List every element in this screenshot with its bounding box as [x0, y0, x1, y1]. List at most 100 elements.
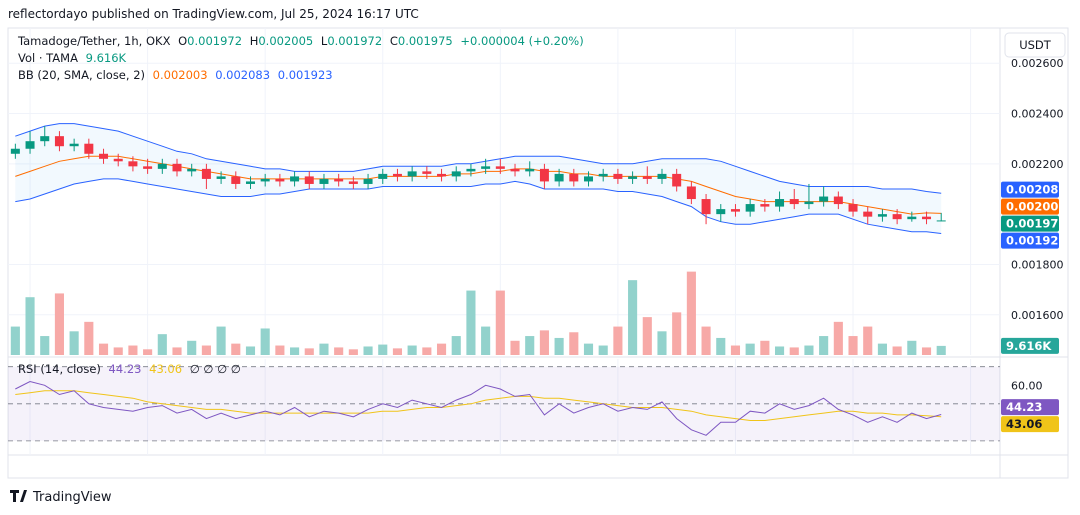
volume-bar	[451, 336, 461, 355]
candle-body	[642, 176, 652, 179]
currency-button[interactable]	[1004, 32, 1066, 58]
candle-body	[422, 171, 432, 174]
volume-bar	[892, 346, 902, 355]
rsi-icons: ∅ ∅ ∅ ∅	[189, 362, 241, 376]
volume-badge: 9.616K	[1006, 339, 1052, 353]
volume-bar	[231, 343, 241, 355]
candle-body	[907, 216, 917, 220]
volume-name: Vol · TAMA	[18, 51, 78, 65]
candle-body	[216, 176, 226, 179]
rsi-line	[15, 380, 942, 436]
candle-body	[201, 168, 211, 179]
volume-bar	[774, 346, 785, 355]
ohlc-label: O	[178, 34, 188, 48]
volume-bar	[686, 271, 696, 355]
candle-body	[84, 143, 94, 154]
bb-upper-badge-bg	[1001, 181, 1059, 198]
candle-body	[554, 173, 564, 182]
candle-body	[804, 201, 814, 205]
bb-basis-value: 0.002003	[152, 68, 208, 82]
volume-bar	[290, 347, 300, 355]
candle-body	[187, 168, 197, 172]
candle-body	[69, 143, 79, 147]
rsi-ma-badge: 43.06	[1006, 417, 1042, 431]
volume-bar	[113, 347, 123, 355]
candle-body	[304, 176, 314, 184]
ohlc-label: H	[249, 34, 259, 48]
volume-bar	[716, 337, 726, 355]
volume-bar	[363, 346, 373, 355]
volume-bar	[789, 347, 799, 355]
volume-bar	[569, 332, 579, 355]
volume-bar	[525, 336, 535, 355]
candle-body	[892, 214, 902, 220]
candle-body	[437, 173, 447, 177]
volume-bar	[745, 343, 755, 355]
volume-bar	[407, 345, 417, 355]
volume-bar	[69, 331, 79, 355]
volume-bar	[642, 317, 652, 355]
price-badge: 0.001975	[1006, 217, 1066, 231]
y-tick-label: 0.002200	[1011, 158, 1064, 171]
rsi-legend: RSI (14, close) 44.23 43.06 ∅ ∅ ∅ ∅	[18, 362, 245, 376]
rsi-badge-bg	[1001, 399, 1059, 416]
volume-bar	[833, 321, 843, 355]
volume-value: 9.616K	[85, 51, 127, 65]
candle-body	[686, 186, 696, 200]
candle-body	[495, 166, 505, 169]
x-tick-label: 18	[23, 459, 38, 473]
volume-bar	[98, 343, 109, 355]
candle-body	[936, 220, 946, 222]
volume-bar	[701, 326, 711, 355]
y-tick-label: 0.001600	[1011, 309, 1064, 322]
volume-bar	[260, 328, 270, 355]
candle-body	[99, 153, 109, 159]
x-tick-label: 23	[611, 459, 626, 473]
x-tick-label: 25	[846, 459, 861, 473]
candle-body	[143, 166, 153, 169]
bb-upper	[15, 123, 942, 194]
currency-label[interactable]: USDT	[1019, 38, 1052, 52]
candle-body	[730, 209, 740, 212]
volume-bar	[877, 343, 887, 355]
candle-body	[628, 176, 638, 179]
candle-body	[378, 173, 388, 179]
volume-bar	[657, 331, 667, 355]
volume-bar	[304, 348, 314, 355]
y-tick-label: 0.001800	[1011, 258, 1064, 271]
bb-basis	[15, 155, 942, 215]
bb-lower-value: 0.001923	[277, 68, 333, 82]
volume-bar	[819, 336, 829, 355]
volume-bar	[348, 349, 358, 355]
candle-body	[833, 196, 843, 205]
published-note: reflectordayo published on TradingView.c…	[8, 7, 419, 21]
candle-body	[819, 196, 829, 202]
volume-bar	[936, 345, 946, 355]
volume-bar	[539, 330, 549, 355]
candle-body	[275, 178, 285, 182]
volume-bar	[157, 334, 167, 355]
candle-body	[157, 163, 167, 169]
candle-body	[128, 161, 138, 167]
volume-bar	[554, 337, 564, 355]
candle-body	[613, 173, 623, 179]
ohlc-value: 0.001972	[187, 34, 243, 48]
frame	[7, 27, 1069, 479]
x-tick-label: 22	[493, 459, 508, 473]
candle-body	[569, 173, 579, 182]
brand: TradingView	[32, 490, 112, 505]
volume-bar	[848, 336, 858, 355]
volume-bar	[672, 312, 682, 355]
candle-body	[481, 166, 491, 169]
rsi-name: RSI (14, close)	[18, 362, 101, 376]
candle-body	[848, 204, 858, 212]
bb-name: BB (20, SMA, close, 2)	[18, 68, 145, 82]
volume-bar	[804, 345, 814, 355]
volume-bar	[863, 326, 873, 355]
candle-body	[525, 168, 535, 172]
candle-body	[863, 211, 873, 217]
ohlc-label: C	[389, 34, 398, 48]
volume-bar	[466, 290, 476, 355]
x-tick-label: 26	[963, 459, 978, 473]
